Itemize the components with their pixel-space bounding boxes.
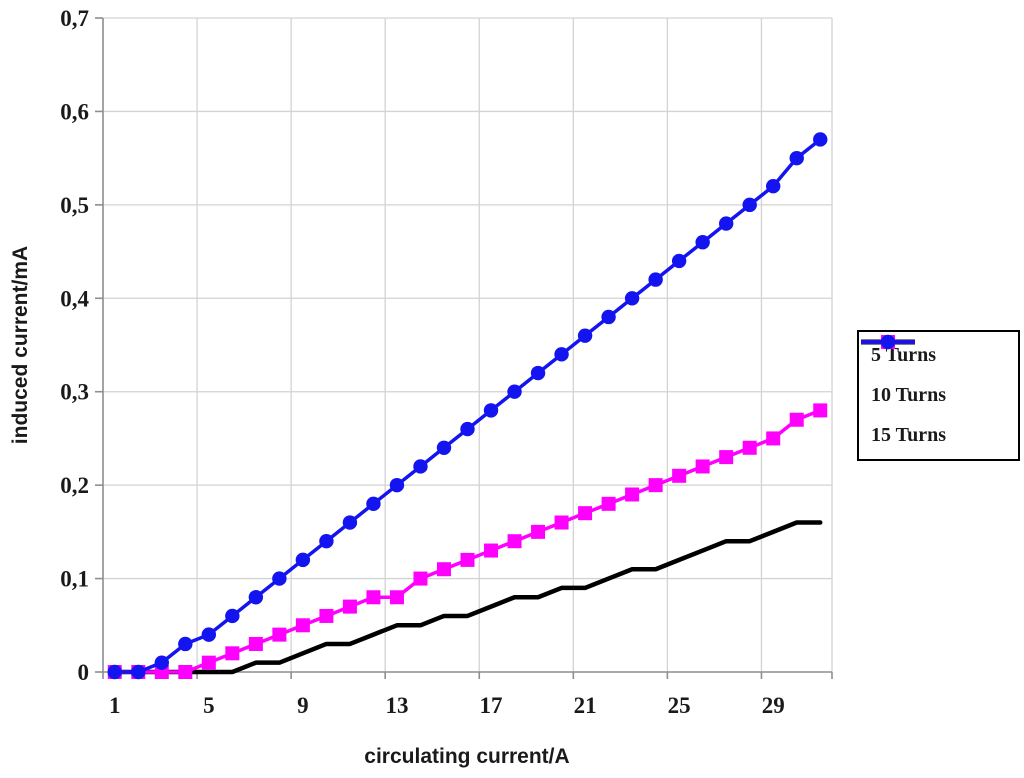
- data-point-marker: [107, 664, 122, 680]
- y-tick-label: 0,7: [60, 6, 89, 31]
- data-point-marker: [225, 608, 240, 624]
- y-tick-label: 0,2: [60, 473, 89, 498]
- legend-item-label: 5 Turns: [871, 344, 937, 367]
- data-point-marker: [742, 440, 757, 455]
- data-point-marker: [342, 599, 357, 614]
- x-tick-label: 1: [109, 693, 121, 718]
- data-point-marker: [554, 347, 569, 362]
- data-point-marker: [813, 132, 828, 147]
- y-tick-label: 0,6: [60, 99, 89, 124]
- data-point-marker: [413, 459, 428, 474]
- data-point-marker: [813, 403, 828, 418]
- data-point-marker: [342, 515, 358, 530]
- series-15-turns: [107, 132, 828, 680]
- data-point-marker: [484, 543, 499, 558]
- data-point-marker: [766, 431, 781, 446]
- data-point-marker: [718, 216, 734, 231]
- series-line: [112, 520, 823, 675]
- y-axis-title: induced current/mA: [9, 246, 32, 444]
- data-point-marker: [201, 655, 216, 670]
- y-tick-label: 0,4: [60, 286, 89, 311]
- x-tick-label: 25: [668, 693, 691, 718]
- data-point-marker: [625, 487, 640, 502]
- y-tick-label: 0,5: [60, 193, 89, 218]
- data-point-marker: [389, 590, 404, 605]
- data-point-marker: [719, 450, 734, 465]
- series-line: [113, 137, 822, 674]
- series-lines: [107, 132, 828, 680]
- data-point-marker: [789, 412, 804, 427]
- data-point-marker: [460, 552, 475, 567]
- data-point-marker: [695, 235, 710, 250]
- data-point-marker: [601, 309, 616, 325]
- axis-lines: [102, 18, 832, 673]
- gridlines: [103, 17, 833, 672]
- data-point-marker: [366, 590, 381, 605]
- data-point-marker: [225, 646, 240, 661]
- data-point-marker: [742, 197, 757, 213]
- data-point-marker: [460, 421, 475, 437]
- data-point-marker: [413, 571, 428, 586]
- data-point-marker: [530, 365, 546, 381]
- data-point-marker: [178, 636, 193, 652]
- y-tick-labels: 0 0,1 0,2 0,3 0,4 0,5 0,6 0,7: [60, 6, 89, 685]
- data-point-marker: [789, 150, 804, 166]
- x-tick-label: 5: [203, 693, 215, 718]
- data-point-marker: [577, 328, 593, 343]
- x-axis-title: circulating current/A: [364, 745, 569, 768]
- data-point-marker: [295, 552, 311, 568]
- data-point-marker: [366, 496, 381, 512]
- x-tick-label: 29: [762, 693, 785, 718]
- legend-item-label: 15 Turns: [871, 423, 947, 446]
- x-tick-label: 17: [480, 693, 503, 718]
- data-point-marker: [436, 562, 451, 577]
- x-tick-label: 13: [385, 693, 408, 718]
- data-point-marker: [624, 291, 640, 306]
- data-point-marker: [766, 178, 781, 194]
- data-point-marker: [648, 272, 663, 287]
- x-tick-labels: 1 5 9 13 17 21 25 29: [109, 693, 785, 718]
- data-point-marker: [578, 506, 593, 521]
- data-point-marker: [601, 496, 616, 511]
- legend-marker-sample: [880, 334, 896, 350]
- data-point-marker: [507, 384, 522, 399]
- legend-item-label: 10 Turns: [871, 383, 947, 406]
- legend-item: 10 Turns: [861, 335, 1018, 407]
- data-point-marker: [389, 477, 405, 493]
- data-point-marker: [554, 515, 569, 530]
- data-point-marker: [272, 627, 287, 642]
- y-tick-label: 0,3: [60, 380, 89, 405]
- data-point-marker: [648, 478, 663, 493]
- data-point-marker: [319, 608, 334, 623]
- data-point-marker: [436, 440, 452, 455]
- data-point-marker: [671, 253, 687, 269]
- x-tick-label: 21: [574, 693, 597, 718]
- y-tick-label: 0,1: [60, 567, 89, 592]
- x-tick-label: 9: [297, 693, 309, 718]
- data-point-marker: [131, 664, 146, 680]
- data-point-marker: [248, 590, 264, 605]
- data-point-marker: [319, 534, 334, 549]
- data-point-marker: [295, 618, 310, 633]
- data-point-marker: [695, 459, 710, 474]
- y-tick-label: 0: [78, 660, 90, 685]
- data-point-marker: [272, 571, 287, 586]
- legend-item: 15 Turns: [861, 334, 1018, 447]
- legend-swatch: [861, 334, 915, 350]
- data-point-marker: [531, 524, 546, 539]
- legend: 5 Turns 10 Turns 15 Turns: [857, 330, 1020, 461]
- data-point-marker: [483, 403, 499, 418]
- data-point-marker: [154, 655, 169, 670]
- tick-marks: [95, 17, 833, 679]
- data-point-marker: [201, 627, 217, 642]
- series-line: [113, 408, 822, 674]
- data-point-marker: [248, 636, 263, 651]
- series-10-turns: [107, 403, 828, 679]
- data-point-marker: [672, 468, 687, 483]
- data-point-marker: [178, 665, 193, 679]
- series-5-turns: [112, 520, 823, 675]
- data-point-marker: [507, 534, 522, 549]
